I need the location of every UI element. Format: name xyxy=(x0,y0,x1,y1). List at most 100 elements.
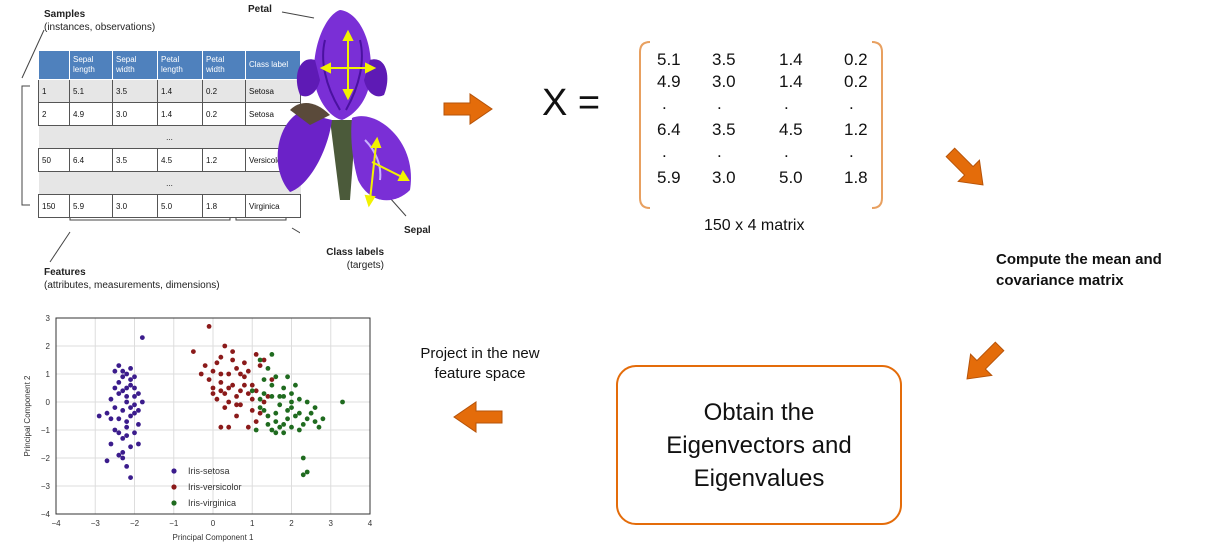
scatter-point xyxy=(253,427,259,433)
scatter-point xyxy=(269,377,275,382)
scatter-point xyxy=(128,405,133,410)
table-row: 150 5.9 3.0 5.0 1.8 Virginica xyxy=(38,194,301,218)
y-tick-label: 2 xyxy=(46,342,51,351)
scatter-point xyxy=(277,424,283,430)
table-cell: 1 xyxy=(38,79,70,103)
scatter-point xyxy=(124,399,130,405)
scatter-point xyxy=(139,399,145,405)
x-tick-label: 3 xyxy=(329,519,334,528)
matrix-lhs: X = xyxy=(542,82,601,124)
arrow-right-icon xyxy=(443,93,493,125)
scatter-point xyxy=(112,405,118,410)
y-tick-label: 0 xyxy=(46,398,51,407)
arrow-left-icon xyxy=(453,401,503,433)
petal-label: Petal xyxy=(248,4,272,15)
scatter-point xyxy=(124,433,130,438)
scatter-point xyxy=(132,394,137,399)
scatter-point xyxy=(257,405,263,410)
data-matrix: 5.1 3.5 1.4 0.2 4.9 3.0 1.4 0.2 .... 6.4 3.5 4.5… xyxy=(638,40,884,210)
table-cell: 1.4 xyxy=(157,102,203,126)
scatter-point xyxy=(296,427,302,433)
scatter-point xyxy=(285,408,290,413)
scatter-point xyxy=(238,371,243,377)
scatter-point xyxy=(289,391,294,396)
scatter-point xyxy=(281,422,287,427)
scatter-point xyxy=(218,354,224,360)
scatter-point xyxy=(108,416,114,422)
scatter-point xyxy=(300,472,306,478)
scatter-point xyxy=(210,385,216,391)
scatter-point xyxy=(296,410,302,416)
scatter-point xyxy=(116,380,122,385)
matrix-row: .... xyxy=(662,94,854,113)
samples-label: Samples (instances, observations) xyxy=(44,9,156,33)
scatter-point xyxy=(261,391,267,396)
scatter-point xyxy=(128,413,133,419)
x-tick-label: −3 xyxy=(91,519,101,528)
table-cell: 0.2 xyxy=(202,102,246,126)
scatter-point xyxy=(120,374,126,380)
header-class-label: Class label xyxy=(245,50,301,80)
scatter-point xyxy=(120,368,126,374)
table-cell: 1.8 xyxy=(202,194,246,218)
table-header-row: Sepal length Sepal width Petal length Pe… xyxy=(38,50,301,80)
eigen-step-line: Obtain the xyxy=(703,398,815,426)
arrow-down-right-icon xyxy=(945,147,984,186)
legend-label: Iris-virginica xyxy=(188,498,236,508)
matrix-row: 5.9 3.0 5.0 1.8 xyxy=(657,168,868,187)
scatter-point xyxy=(242,382,247,388)
scatter-point xyxy=(136,408,141,413)
scatter-point xyxy=(222,405,228,410)
scatter-point xyxy=(96,413,102,419)
scatter-point xyxy=(120,436,126,441)
scatter-point xyxy=(289,405,294,410)
table-cell: 5.1 xyxy=(69,79,113,103)
scatter-point xyxy=(265,366,271,371)
scatter-point xyxy=(253,352,259,357)
scatter-point xyxy=(304,416,310,422)
table-cell: 5.0 xyxy=(157,194,203,218)
scatter-point xyxy=(281,385,287,391)
scatter-point xyxy=(249,408,255,413)
table-cell: 3.5 xyxy=(112,148,158,172)
x-tick-label: 2 xyxy=(289,519,294,528)
table-cell: Setosa xyxy=(245,79,301,103)
scatter-point xyxy=(273,419,279,424)
header-sepal-length: Sepal length xyxy=(69,50,113,80)
scatter-point xyxy=(269,382,275,388)
scatter-point xyxy=(124,464,130,469)
scatter-point xyxy=(234,366,239,371)
table-row: 2 4.9 3.0 1.4 0.2 Setosa xyxy=(38,102,301,126)
scatter-point xyxy=(120,388,126,394)
table-row: 1 5.1 3.5 1.4 0.2 Setosa xyxy=(38,79,301,103)
scatter-point xyxy=(277,402,283,408)
scatter-point xyxy=(300,455,306,461)
scatter-point xyxy=(206,377,212,382)
header-index xyxy=(38,50,70,80)
scatter-point xyxy=(293,382,298,388)
scatter-point xyxy=(316,424,322,430)
x-tick-label: 0 xyxy=(211,519,216,528)
scatter-point xyxy=(230,349,236,354)
matrix-row: 5.1 3.5 1.4 0.2 xyxy=(657,50,868,69)
scatter-point xyxy=(124,419,130,424)
scatter-point xyxy=(136,441,141,447)
scatter-point xyxy=(198,371,204,377)
scatter-point xyxy=(257,357,263,363)
scatter-point xyxy=(234,402,239,408)
scatter-point xyxy=(273,410,279,416)
legend-label: Iris-versicolor xyxy=(188,482,242,492)
header-petal-width: Petal width xyxy=(202,50,246,80)
scatter-point xyxy=(245,391,251,396)
scatter-point xyxy=(273,374,279,380)
iris-dataset-table: Sepal length Sepal width Petal length Pe… xyxy=(38,50,301,218)
table-row: 50 6.4 3.5 4.5 1.2 Versicolor xyxy=(38,148,301,172)
scatter-point xyxy=(242,360,247,366)
x-tick-label: 4 xyxy=(368,519,373,528)
scatter-point xyxy=(132,374,137,380)
scatter-point xyxy=(265,394,271,399)
x-tick-label: −2 xyxy=(130,519,140,528)
scatter-point xyxy=(230,357,236,363)
scatter-point xyxy=(226,371,232,377)
scatter-point xyxy=(242,374,247,380)
